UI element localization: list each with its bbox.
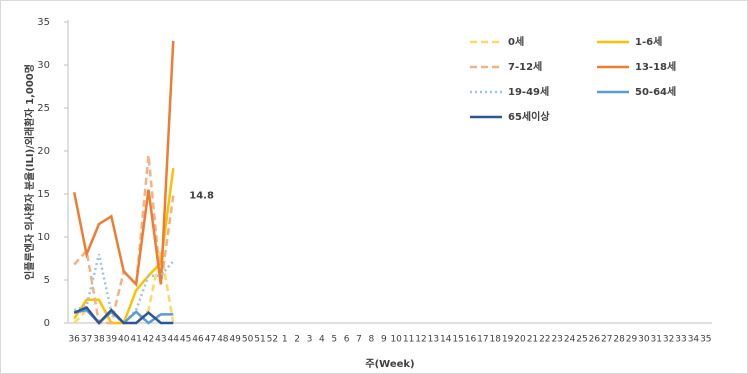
x-tick-label: 26 <box>589 335 601 345</box>
x-tick-label: 40 <box>118 335 130 345</box>
y-tick-label: 35 <box>37 17 50 28</box>
y-tick-label: 10 <box>37 232 50 243</box>
x-tick-label: 2 <box>294 335 300 345</box>
x-tick-label: 34 <box>688 335 700 345</box>
series-line <box>73 253 175 325</box>
x-tick-label: 19 <box>502 335 514 345</box>
x-tick-label: 43 <box>155 335 166 345</box>
x-tick-label: 44 <box>168 335 180 345</box>
x-tick-label: 35 <box>700 335 711 345</box>
x-tick-label: 29 <box>626 335 638 345</box>
y-axis-title: 인플루엔자 의사환자 분율(ILI)/외래환자 1,000명 <box>23 64 36 280</box>
x-tick-label: 31 <box>651 335 662 345</box>
legend-label: 1-6세 <box>635 35 662 48</box>
y-tick-label: 25 <box>37 103 50 114</box>
y-tick-label: 0 <box>44 318 50 329</box>
legend-label: 7-12세 <box>508 60 542 73</box>
x-tick-label: 4 <box>319 335 325 345</box>
x-tick-label: 16 <box>465 335 477 345</box>
x-tick-label: 46 <box>192 335 204 345</box>
series-line <box>73 306 174 325</box>
x-tick-label: 7 <box>356 335 362 345</box>
x-tick-label: 24 <box>564 335 576 345</box>
x-tick-label: 27 <box>601 335 612 345</box>
x-tick-label: 42 <box>143 335 154 345</box>
x-axis-title: 주(Week) <box>365 358 414 370</box>
x-tick-label: 48 <box>217 335 229 345</box>
x-tick-label: 3 <box>307 335 313 345</box>
legend-label: 13-18세 <box>635 60 676 73</box>
legend-label: 65세이상 <box>508 110 550 123</box>
x-tick-label: 22 <box>539 335 550 345</box>
x-tick-label: 10 <box>390 335 402 345</box>
y-tick-label: 5 <box>44 275 50 286</box>
x-tick-label: 23 <box>551 335 562 345</box>
x-tick-label: 18 <box>490 335 502 345</box>
x-tick-label: 41 <box>130 335 141 345</box>
x-tick-label: 33 <box>675 335 686 345</box>
y-tick-label: 15 <box>37 189 50 200</box>
x-tick-label: 20 <box>514 335 526 345</box>
series-line <box>72 40 175 288</box>
x-tick-label: 12 <box>415 335 426 345</box>
y-tick-label: 30 <box>37 60 50 71</box>
x-tick-label: 39 <box>106 335 118 345</box>
x-tick-label: 50 <box>242 335 254 345</box>
x-tick-label: 30 <box>638 335 650 345</box>
x-tick-label: 28 <box>613 335 625 345</box>
x-tick-label: 21 <box>527 335 538 345</box>
x-tick-label: 11 <box>403 335 414 345</box>
x-tick-label: 45 <box>180 335 191 345</box>
x-tick-label: 47 <box>205 335 216 345</box>
legend-label: 19-49세 <box>508 85 549 98</box>
x-tick-label: 1 <box>282 335 288 345</box>
data-label: 14.8 <box>189 191 214 202</box>
x-tick-label: 36 <box>68 335 80 345</box>
legend-label: 0세 <box>508 35 524 48</box>
x-tick-label: 52 <box>267 335 278 345</box>
x-tick-label: 5 <box>331 335 337 345</box>
x-tick-label: 6 <box>344 335 350 345</box>
x-tick-label: 25 <box>576 335 587 345</box>
x-tick-label: 8 <box>369 335 375 345</box>
x-tick-label: 9 <box>381 335 387 345</box>
x-tick-label: 13 <box>428 335 439 345</box>
x-tick-label: 15 <box>452 335 463 345</box>
x-tick-label: 38 <box>93 335 105 345</box>
x-tick-label: 49 <box>229 335 241 345</box>
y-tick-label: 20 <box>37 146 50 157</box>
x-tick-label: 37 <box>81 335 92 345</box>
x-tick-label: 32 <box>663 335 674 345</box>
x-tick-label: 17 <box>477 335 488 345</box>
legend-label: 50-64세 <box>635 85 676 98</box>
x-tick-label: 51 <box>254 335 265 345</box>
x-tick-label: 14 <box>440 335 452 345</box>
